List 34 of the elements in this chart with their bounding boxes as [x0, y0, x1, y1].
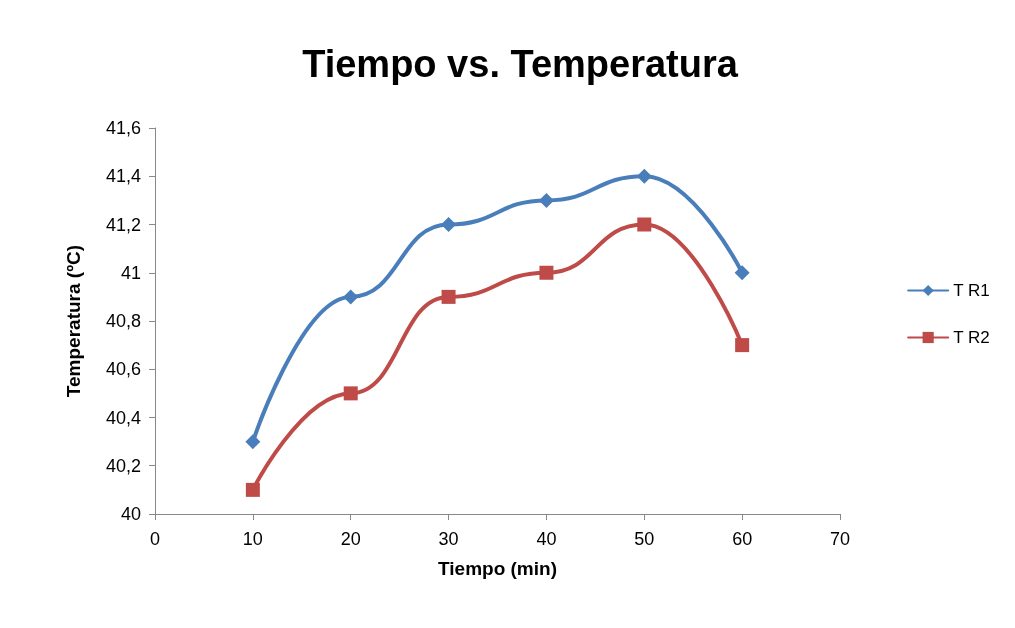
point [636, 168, 652, 184]
x-tick-label: 30 [438, 529, 459, 549]
x-tick-label: 50 [634, 529, 655, 549]
x-tick-label: 10 [242, 529, 263, 549]
point [734, 265, 750, 281]
y-tick-label: 40 [120, 504, 141, 524]
x-axis-title: Tiempo (min) [438, 558, 557, 579]
x-tick-label: 60 [732, 529, 753, 549]
point [441, 217, 457, 232]
x-tick-label: 40 [536, 529, 557, 549]
point [538, 192, 554, 208]
y-tick-label: 40,4 [105, 407, 141, 428]
point [637, 217, 652, 232]
y-tick-label: 41,6 [105, 118, 141, 138]
point [343, 289, 359, 305]
point [539, 265, 554, 280]
legend-label: T R1 [953, 281, 990, 300]
point [245, 482, 260, 497]
chart-title: Tiempo vs. Temperatura [302, 43, 739, 85]
y-tick-label: 40,2 [105, 455, 141, 476]
y-tick-label: 41 [120, 262, 141, 283]
point [735, 338, 750, 353]
y-tick-label: 41,2 [105, 214, 141, 235]
y-tick-label: 41,4 [105, 166, 141, 187]
y-tick-label: 40,6 [105, 359, 141, 380]
point [245, 434, 261, 450]
y-tick-label: 40,8 [105, 311, 141, 331]
legend-label: T R2 [953, 328, 990, 347]
y-axis-title: Temperatura (ºC) [63, 244, 84, 398]
x-tick-label: 20 [340, 529, 361, 549]
point [343, 386, 358, 401]
point [441, 289, 456, 304]
x-tick-label: 0 [149, 529, 161, 549]
x-tick-label: 70 [829, 529, 851, 549]
